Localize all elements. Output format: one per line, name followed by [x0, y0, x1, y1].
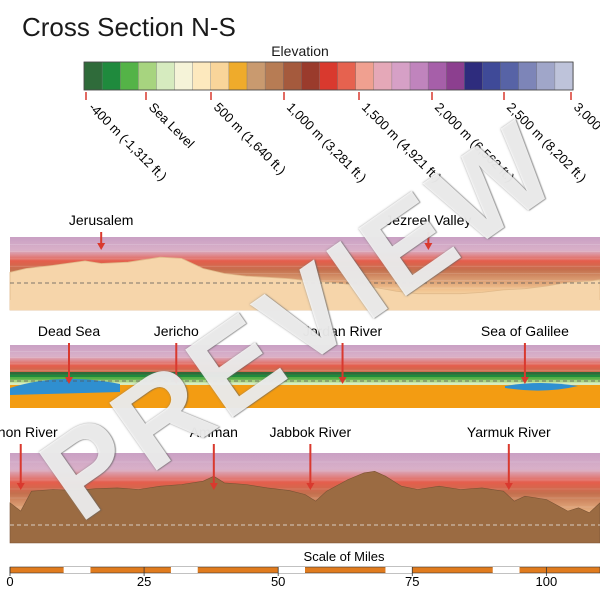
- scale-of-miles: Scale of Miles 0 25 50 75 100: [6, 549, 600, 589]
- legend-label: Sea Level: [146, 100, 198, 152]
- terrain-profile: [10, 385, 600, 408]
- place-label: Jezreel Valley: [385, 212, 471, 228]
- legend-frame: [83, 61, 574, 91]
- place-arrowhead: [338, 377, 347, 384]
- place-arrowhead: [209, 483, 218, 490]
- place-label: Jerusalem: [69, 212, 134, 228]
- place-label: Jericho: [154, 323, 199, 339]
- legend-label: 500 m (1,640 ft.): [211, 100, 289, 178]
- scale-segment: [492, 567, 520, 573]
- scale-title: Scale of Miles: [304, 549, 385, 564]
- legend-swatch: [446, 61, 465, 91]
- legend-swatch: [337, 61, 357, 91]
- place-arrowhead: [424, 243, 433, 250]
- scale-segment: [63, 567, 91, 573]
- legend-swatch: [246, 61, 266, 91]
- scale-segment: [278, 567, 305, 573]
- cross-section-panel: Jerusalem Jezreel Valley: [9, 212, 600, 311]
- legend-swatch: [264, 61, 284, 91]
- scale-tick-label: 75: [405, 574, 419, 589]
- place-arrowhead: [97, 243, 106, 250]
- legend-swatch: [482, 61, 502, 91]
- legend-swatch: [174, 61, 194, 91]
- place-label: Jordan River: [303, 323, 383, 339]
- legend-swatch: [301, 61, 321, 91]
- legend-swatch: [283, 61, 302, 91]
- place-label: Amman: [190, 424, 238, 440]
- place-arrowhead: [65, 377, 73, 384]
- legend-swatch: [319, 61, 339, 91]
- place-label: Yarmuk River: [467, 424, 551, 440]
- legend-swatch: [156, 61, 176, 91]
- place-label: Arnon River: [0, 424, 58, 440]
- elevation-legend: [83, 61, 574, 91]
- legend-swatch: [391, 61, 411, 91]
- place-arrowhead: [520, 377, 529, 384]
- legend-swatch: [518, 61, 538, 91]
- place-label: Dead Sea: [38, 323, 100, 339]
- scale-tick-label: 100: [536, 574, 558, 589]
- legend-swatch: [192, 61, 212, 91]
- dead-sea-water: [10, 378, 120, 395]
- legend-swatch: [500, 61, 520, 91]
- legend-swatch: [355, 61, 375, 91]
- terrain-fill: [10, 300, 600, 310]
- legend-swatch: [373, 61, 393, 91]
- elevation-legend-labels: -400 m (-1,312 ft.)Sea Level 500 m (1,640…: [85, 92, 600, 186]
- legend-swatch: [427, 61, 447, 91]
- cross-section-panel: Dead Sea Jericho Jordan River Sea of Galile…: [10, 323, 600, 408]
- scale-tick-label: 0: [6, 574, 13, 589]
- legend-swatch: [120, 61, 139, 91]
- place-arrowhead: [306, 483, 315, 490]
- legend-swatch: [554, 61, 574, 91]
- scale-tick-label: 50: [271, 574, 285, 589]
- place-label: Sea of Galilee: [481, 323, 569, 339]
- legend-label: 1,000 m (3,281 ft.): [284, 100, 370, 186]
- galilee-water: [505, 383, 578, 391]
- legend-swatch: [83, 61, 103, 91]
- place-arrowhead: [172, 377, 181, 384]
- place-arrowhead: [16, 483, 25, 490]
- legend-title: Elevation: [271, 43, 329, 59]
- legend-swatch: [536, 61, 556, 91]
- terrain-profile: [9, 256, 600, 311]
- legend-label: 2,000 m (6,562 ft.): [432, 100, 518, 186]
- legend-swatch: [228, 61, 248, 91]
- scale-segment: [170, 567, 198, 573]
- cross-section-panel: Arnon River Amman Jabbok River Yarmuk River: [0, 424, 600, 544]
- legend-swatch: [409, 61, 429, 91]
- scale-tick-label: 25: [137, 574, 151, 589]
- legend-label: 1,500 m (4,921 ft.): [359, 100, 445, 186]
- scale-segment: [385, 567, 413, 573]
- cross-section-panels: Jerusalem Jezreel Valley Dead Sea Jericho Jo…: [0, 212, 600, 544]
- place-label: Jabbok River: [270, 424, 352, 440]
- legend-swatch: [101, 61, 121, 91]
- legend-label: 3,000: [571, 100, 600, 134]
- legend-swatch: [464, 61, 484, 91]
- page-title: Cross Section N-S: [22, 12, 236, 42]
- place-arrowhead: [504, 483, 513, 490]
- legend-swatch: [210, 61, 230, 91]
- legend-swatch: [138, 61, 158, 91]
